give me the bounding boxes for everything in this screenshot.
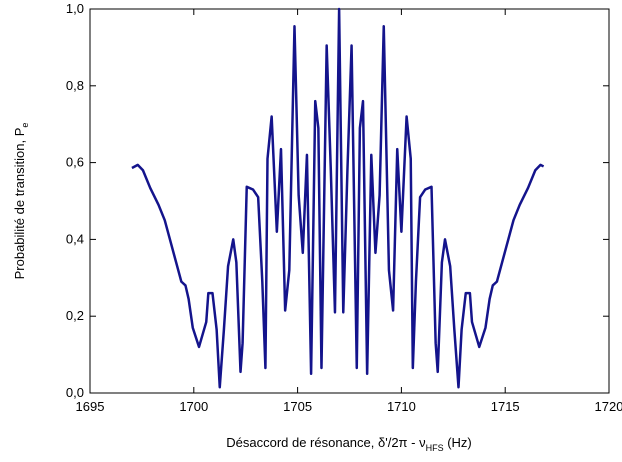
y-axis-label: Probabilité de transition, Pe <box>12 123 30 280</box>
x-tick-label: 1710 <box>387 399 416 414</box>
y-label-main: Probabilité de transition, P <box>12 128 27 280</box>
plot-frame <box>89 8 610 394</box>
x-tick-label: 1705 <box>283 399 312 414</box>
y-tick-label: 0,4 <box>66 231 84 246</box>
x-label-sub: HFS <box>426 443 444 453</box>
x-tick-label: 1700 <box>179 399 208 414</box>
y-tick-label: 0,8 <box>66 78 84 93</box>
y-tick-label: 1,0 <box>66 1 84 16</box>
x-tick-label: 1715 <box>491 399 520 414</box>
y-label-sub: e <box>20 123 30 128</box>
x-tick-label: 1720 <box>595 399 622 414</box>
x-label-end: (Hz) <box>444 435 472 450</box>
x-label-main: Désaccord de résonance, δ'/2π - ν <box>226 435 425 450</box>
x-axis-label: Désaccord de résonance, δ'/2π - νHFS (Hz… <box>226 435 472 453</box>
y-tick-label: 0,6 <box>66 155 84 170</box>
y-tick-label: 0,2 <box>66 308 84 323</box>
x-tick-label: 1695 <box>76 399 105 414</box>
data-line <box>131 7 545 389</box>
y-tick-label: 0,0 <box>66 385 84 400</box>
